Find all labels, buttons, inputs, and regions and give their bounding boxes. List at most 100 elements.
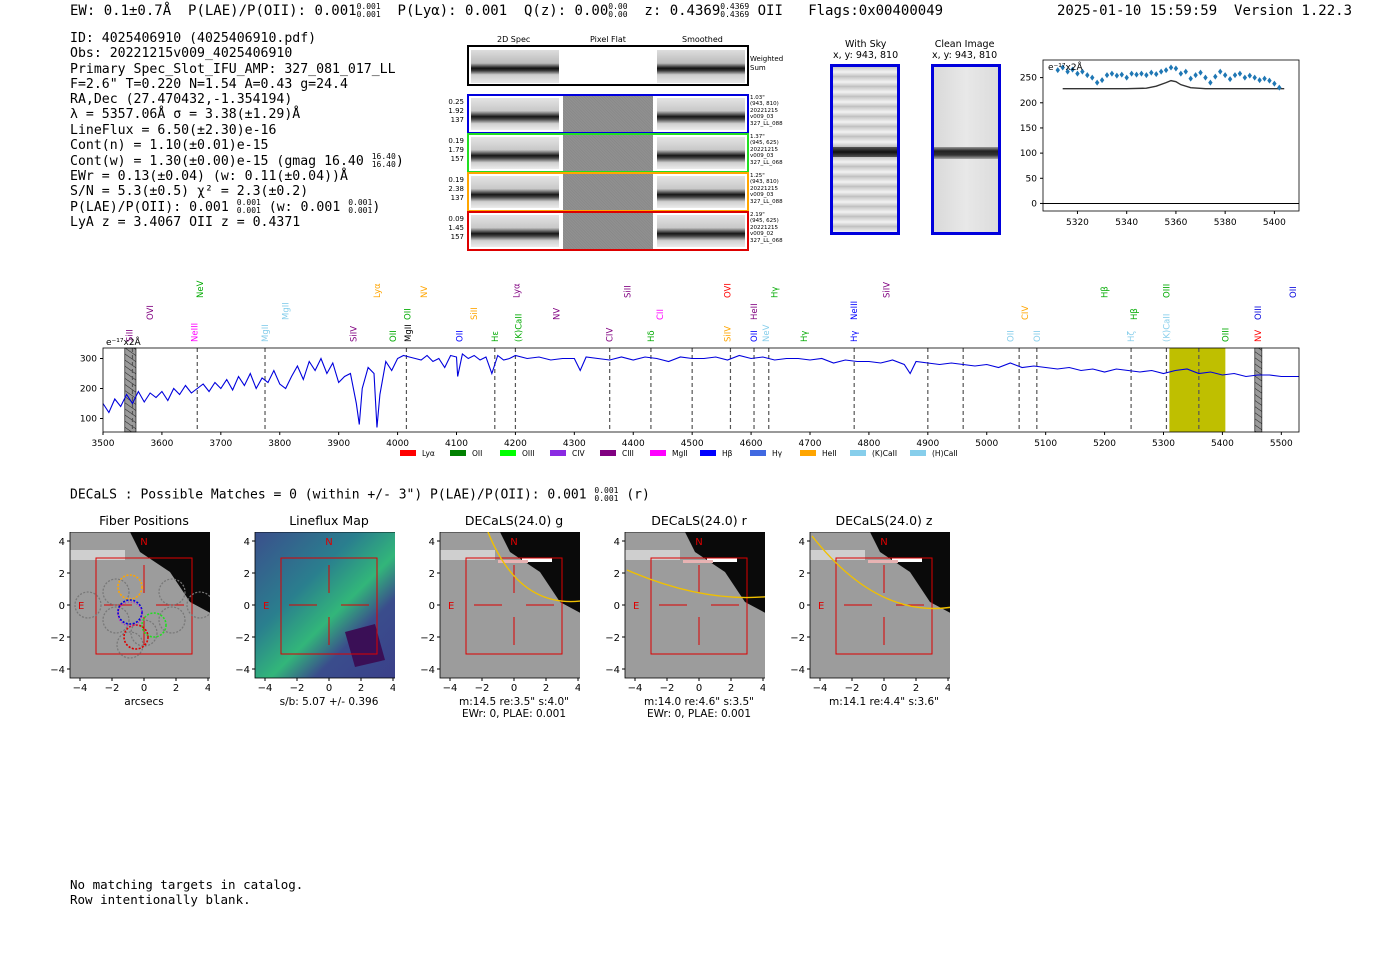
- footer-line-1: No matching targets in catalog.: [70, 877, 304, 892]
- panel-xtick-label: −2: [845, 683, 860, 694]
- emission-line-label: Hγ: [771, 287, 781, 298]
- zoom-data-point: [1198, 69, 1203, 76]
- panel-xtick-label: 0: [141, 683, 147, 694]
- panel-xtick-label: −4: [258, 683, 273, 694]
- compass-east: E: [78, 601, 84, 612]
- fiber-meta-line: (945, 625): [750, 218, 779, 225]
- panel-footer: arcsecs: [70, 696, 218, 708]
- zoom-unit-label: e⁻¹⁷x2Å: [1048, 61, 1084, 73]
- fiber-meta-line: 20221215: [750, 224, 778, 231]
- full-spectrum-plot: 3500 3600 3700 3800 3900 4000 4100 4200 4300 4400…: [80, 280, 1300, 458]
- info-obs: Obs: 20221215v009_4025406910: [70, 46, 293, 62]
- info-lineflux: LineFlux = 6.50(±2.30)e-16: [70, 122, 277, 138]
- panel-ytick-label: −2: [50, 633, 65, 644]
- emission-line-label: Hζ: [1127, 331, 1137, 342]
- panel-ytick-label: −4: [235, 665, 250, 676]
- fiber-row-cutout: [467, 211, 749, 251]
- spectrum-ytick-label: 200: [80, 385, 97, 395]
- panel-ytick-label: 2: [799, 569, 805, 580]
- masked-region: [124, 347, 137, 433]
- zoom-data-point: [1247, 72, 1252, 79]
- spectrum-xtick-label: 5300: [1152, 439, 1175, 449]
- spectrum-ytick-label: 100: [80, 415, 97, 425]
- col-2d-spec: 2D Spec: [497, 35, 531, 44]
- panel-footer: m:14.5 re:3.5" s:4.0" EWr: 0, PLAE: 0.001: [440, 696, 588, 720]
- zoom-line-plot: 0 50 100 150 200 250 5320 5340 5360 5380 5400 e⁻¹⁷…: [1020, 59, 1300, 228]
- spectrum-xtick-label: 4300: [563, 439, 586, 449]
- panel-xtick-label: 4: [575, 683, 580, 694]
- zoom-data-point: [1144, 72, 1149, 79]
- fiber-meta-line: v009_02: [750, 231, 774, 238]
- zoom-model-fit: [1062, 79, 1285, 90]
- panel-image-r: N E −4 −4 −2 −2 0 0 2 2 4 4: [605, 532, 765, 694]
- emission-line-label: (K)CaII: [1162, 314, 1172, 342]
- zoom-data-point: [1213, 73, 1218, 80]
- fiber-meta-line: 327_LL_068: [750, 159, 783, 166]
- fiber-circle: [141, 612, 167, 638]
- fiber-row-value: 1.79: [448, 146, 464, 154]
- emission-line-label: SiIV: [883, 282, 893, 298]
- fiber-pixel-flat-image: [563, 213, 653, 249]
- spectrum-ytick-label: 300: [80, 355, 97, 365]
- zoom-plot-frame: [1042, 59, 1300, 212]
- fiber-circle: [117, 574, 143, 600]
- info-contn: Cont(n) = 1.10(±0.01)e-15: [70, 138, 269, 154]
- zoom-data-point: [1154, 71, 1159, 78]
- emission-line-label: Hδ: [647, 330, 657, 342]
- fiber-row-meta: 1.03" (943, 810) 20221215 v009_03 327_LL_088: [750, 95, 783, 127]
- header-plya: P(Lyα): 0.001: [397, 3, 508, 19]
- fiber-meta-line: (945, 625): [750, 140, 779, 147]
- galaxy-ellipse: [811, 535, 950, 610]
- zoom-data-point: [1134, 71, 1139, 78]
- header-timestamp-version: 2025-01-10 15:59:59 Version 1.22.3: [1057, 3, 1352, 19]
- fiber-row-cutout: [467, 94, 749, 134]
- zoom-data-point: [1173, 65, 1179, 72]
- fiber-row-meta: 1.25" (943, 810) 20221215 v009_03 327_LL_088: [750, 173, 783, 205]
- fiber-meta-line: 327_LL_068: [750, 237, 783, 244]
- zoom-data-point: [1188, 75, 1193, 82]
- header-qz-bounds: 0.00 0.00: [608, 2, 628, 19]
- panel-ytick-label: 4: [59, 537, 65, 548]
- zoom-data-point: [1129, 70, 1134, 77]
- panel-xtick-label: −2: [290, 683, 305, 694]
- panel-ytick-label: 2: [59, 569, 65, 580]
- panel-xtick-label: 2: [728, 683, 734, 694]
- panel-ytick-label: −4: [420, 665, 435, 676]
- weighted-smoothed-image: [657, 50, 745, 83]
- panel-ytick-label: 2: [614, 569, 620, 580]
- emission-line-label: SiII: [470, 307, 480, 320]
- panel-ytick-label: 2: [429, 569, 435, 580]
- fiber-row-cutout: [467, 172, 749, 212]
- fiber-meta-line: v009_03: [750, 153, 774, 160]
- emission-line-label: CIV: [606, 328, 616, 342]
- zoom-data-point: [1252, 74, 1257, 81]
- panel-xtick-label: 4: [390, 683, 395, 694]
- weighted-sum-label: Weighted Sum: [750, 55, 784, 72]
- header-flags: Flags:0x00400049: [808, 3, 944, 19]
- fiber-smoothed-image: [657, 215, 745, 247]
- legend-swatch: [910, 450, 926, 456]
- panel-ytick-label: 4: [614, 537, 620, 548]
- fiber-row-values: 0.19 2.38 137: [436, 176, 464, 203]
- info-plae: P(LAE)/P(OII): 0.001 0.001 0.001 (w: 0.00…: [70, 198, 381, 216]
- panel-ytick-label: −2: [420, 633, 435, 644]
- masked-region: [1254, 347, 1263, 433]
- spectrum-xtick-label: 5000: [975, 439, 998, 449]
- panel-xtick-label: 2: [543, 683, 549, 694]
- fiber-row-value: 137: [450, 194, 464, 202]
- spectrum-line: [102, 353, 1299, 428]
- zoom-data-point: [1109, 70, 1115, 77]
- emission-line-label: Hβ: [1101, 286, 1111, 298]
- col-smoothed: Smoothed: [682, 35, 723, 44]
- legend-label: (K)CaII: [872, 449, 897, 458]
- emission-line-label: Lyα: [373, 283, 383, 298]
- emission-line-label: OII: [1006, 330, 1016, 342]
- emission-line-label: Hβ: [1130, 308, 1140, 320]
- zoom-ytick-label: 100: [1020, 149, 1037, 159]
- zoom-data-point: [1075, 70, 1080, 77]
- zoom-data-point: [1232, 72, 1238, 79]
- panel-xtick-label: 2: [358, 683, 364, 694]
- panel-image-flux: N E −4 −4 −2 −2 0 0 2 2 4 4: [235, 532, 395, 694]
- zoom-data-point: [1193, 72, 1198, 79]
- emission-line-label: CIV: [1021, 306, 1031, 320]
